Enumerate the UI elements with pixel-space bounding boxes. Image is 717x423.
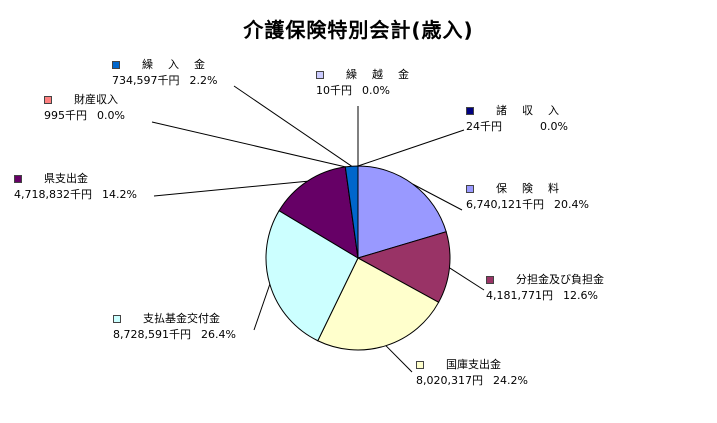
- legend-swatch: [44, 96, 52, 104]
- label-ken: 県支出金 4,718,832千円 14.2%: [14, 172, 137, 201]
- leader-line: [151, 121, 346, 168]
- label-shoshunyu: 諸 収 入 24千円 0.0%: [466, 104, 568, 133]
- legend-swatch: [466, 185, 474, 193]
- leader-line: [412, 183, 463, 211]
- label-buntankin: 分担金及び負担金 4,181,771円 12.6%: [486, 273, 604, 302]
- leader-line: [357, 129, 465, 167]
- chart-title: 介護保険特別会計(歳入): [243, 18, 474, 42]
- leader-line: [153, 180, 308, 197]
- label-kuriire: 繰 入 金 734,597千円 2.2%: [112, 58, 218, 87]
- pie-slice: [317, 257, 440, 351]
- label-kokko: 国庫支出金 8,020,317円 24.2%: [416, 358, 528, 387]
- leader-line: [449, 267, 485, 291]
- leader-line: [233, 85, 352, 167]
- legend-swatch: [416, 361, 424, 369]
- label-zaisan: 財産収入 995千円 0.0%: [44, 93, 125, 122]
- legend-swatch: [316, 71, 324, 79]
- legend-swatch: [466, 107, 474, 115]
- legend-swatch: [112, 61, 120, 69]
- pie-slice: [265, 209, 359, 342]
- legend-swatch: [486, 276, 494, 284]
- label-kurikoshi: 繰 越 金 10千円 0.0%: [316, 68, 411, 97]
- legend-swatch: [113, 315, 121, 323]
- label-hokenryo: 保 険 料 6,740,121千円 20.4%: [466, 182, 589, 211]
- pie-slice: [278, 166, 359, 259]
- legend-swatch: [14, 175, 22, 183]
- leader-line: [385, 345, 413, 373]
- leader-line: [253, 284, 271, 331]
- pie-slice: [357, 165, 447, 259]
- label-shiharai: 支払基金交付金 8,728,591千円 26.4%: [113, 312, 236, 341]
